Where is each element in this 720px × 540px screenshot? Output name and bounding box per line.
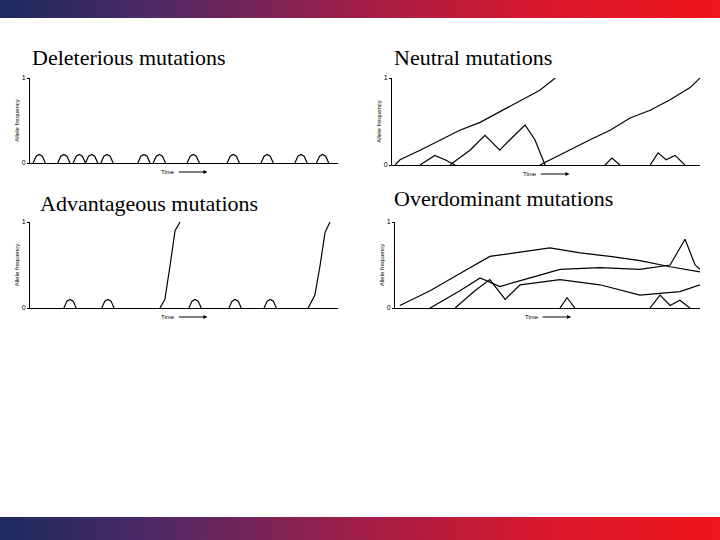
svg-text:Time: Time <box>161 314 175 320</box>
svg-text:1: 1 <box>387 218 391 225</box>
svg-text:Advantageous mutations: Advantageous mutations <box>40 191 258 216</box>
svg-text:Overdominant mutations: Overdominant mutations <box>394 186 613 211</box>
svg-text:0: 0 <box>22 304 26 311</box>
svg-text:Time: Time <box>525 314 539 320</box>
svg-text:Time: Time <box>523 171 537 177</box>
svg-text:0: 0 <box>22 159 26 166</box>
svg-text:0: 0 <box>384 161 388 168</box>
svg-text:Time: Time <box>161 169 175 175</box>
svg-text:1: 1 <box>384 74 388 81</box>
svg-text:Deleterious mutations: Deleterious mutations <box>32 45 226 70</box>
svg-text:Neutral mutations: Neutral mutations <box>394 45 552 70</box>
svg-text:Allele frequency: Allele frequency <box>379 244 385 287</box>
svg-text:Allele frequency: Allele frequency <box>14 244 20 287</box>
svg-text:Allele frequency: Allele frequency <box>14 99 20 142</box>
svg-text:1: 1 <box>22 218 26 225</box>
svg-text:0: 0 <box>387 304 391 311</box>
svg-text:Allele frequency: Allele frequency <box>376 100 382 143</box>
svg-text:1: 1 <box>22 74 26 81</box>
